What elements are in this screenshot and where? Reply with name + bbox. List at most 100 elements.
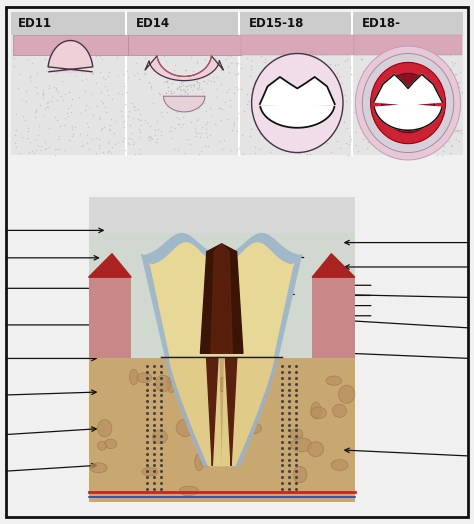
Point (278, 42, 285, 50)
Polygon shape (142, 234, 301, 358)
Point (334, 60, 342, 68)
Point (188, 53, 195, 61)
Point (194, 114, 201, 122)
Point (381, 52, 389, 61)
Point (202, 119, 210, 128)
Point (233, 146, 241, 154)
Point (198, 84, 205, 93)
Point (208, 62, 215, 71)
Point (385, 130, 392, 138)
Point (235, 144, 243, 152)
Point (430, 144, 438, 152)
Point (397, 48, 404, 57)
Point (440, 142, 448, 150)
Point (267, 50, 274, 58)
Point (214, 73, 221, 81)
Point (53, 86, 60, 94)
Point (303, 54, 311, 62)
Point (119, 136, 127, 145)
Point (115, 89, 122, 97)
Point (341, 57, 349, 65)
Point (407, 57, 414, 65)
Point (346, 63, 354, 71)
Point (286, 86, 293, 95)
Point (436, 68, 443, 77)
Point (447, 44, 455, 52)
Point (314, 68, 321, 76)
Point (273, 88, 281, 96)
Point (260, 134, 268, 143)
Point (259, 73, 267, 81)
Point (448, 58, 456, 66)
Point (315, 97, 322, 106)
Point (359, 37, 367, 45)
Point (230, 118, 237, 127)
Polygon shape (164, 96, 205, 112)
Point (452, 45, 459, 53)
Point (82, 75, 90, 83)
Point (24, 56, 32, 64)
Point (141, 70, 149, 79)
Point (301, 117, 308, 126)
Point (388, 134, 396, 142)
Point (426, 35, 433, 43)
Point (239, 50, 246, 58)
Point (22, 86, 29, 95)
Point (287, 37, 295, 45)
Point (451, 70, 458, 78)
Point (282, 136, 290, 145)
Point (183, 89, 191, 97)
Point (374, 134, 382, 142)
Point (431, 84, 439, 92)
Point (420, 91, 428, 99)
Point (218, 60, 225, 68)
Point (405, 67, 412, 75)
Point (314, 109, 322, 117)
Point (432, 95, 440, 103)
Point (42, 55, 49, 63)
Point (427, 38, 434, 47)
Point (358, 118, 365, 126)
Point (434, 150, 441, 159)
Point (457, 126, 465, 134)
Point (276, 108, 284, 116)
Point (134, 69, 141, 77)
Point (204, 75, 212, 84)
Point (179, 120, 187, 128)
Point (182, 91, 189, 99)
Point (34, 131, 41, 139)
Point (329, 88, 337, 96)
Point (120, 123, 128, 132)
Point (248, 84, 256, 92)
Point (68, 122, 75, 130)
Point (193, 77, 201, 85)
Point (381, 37, 389, 45)
Point (222, 55, 229, 63)
Point (379, 35, 387, 43)
Point (321, 49, 329, 58)
Point (418, 59, 426, 68)
Point (202, 125, 210, 134)
Point (452, 126, 459, 134)
Point (39, 94, 47, 102)
Point (234, 58, 241, 67)
Point (270, 117, 278, 125)
Point (369, 69, 376, 77)
Polygon shape (166, 358, 220, 466)
Ellipse shape (362, 53, 454, 152)
Point (331, 38, 338, 46)
Point (445, 77, 452, 85)
Point (10, 54, 18, 62)
Point (322, 43, 330, 51)
Point (237, 64, 245, 72)
Point (18, 94, 25, 103)
Point (385, 104, 392, 112)
Point (352, 49, 360, 58)
Point (383, 145, 390, 153)
Point (410, 91, 417, 100)
Point (419, 57, 426, 65)
Point (183, 134, 191, 143)
Point (336, 107, 343, 116)
Point (164, 72, 172, 81)
Point (292, 96, 299, 104)
